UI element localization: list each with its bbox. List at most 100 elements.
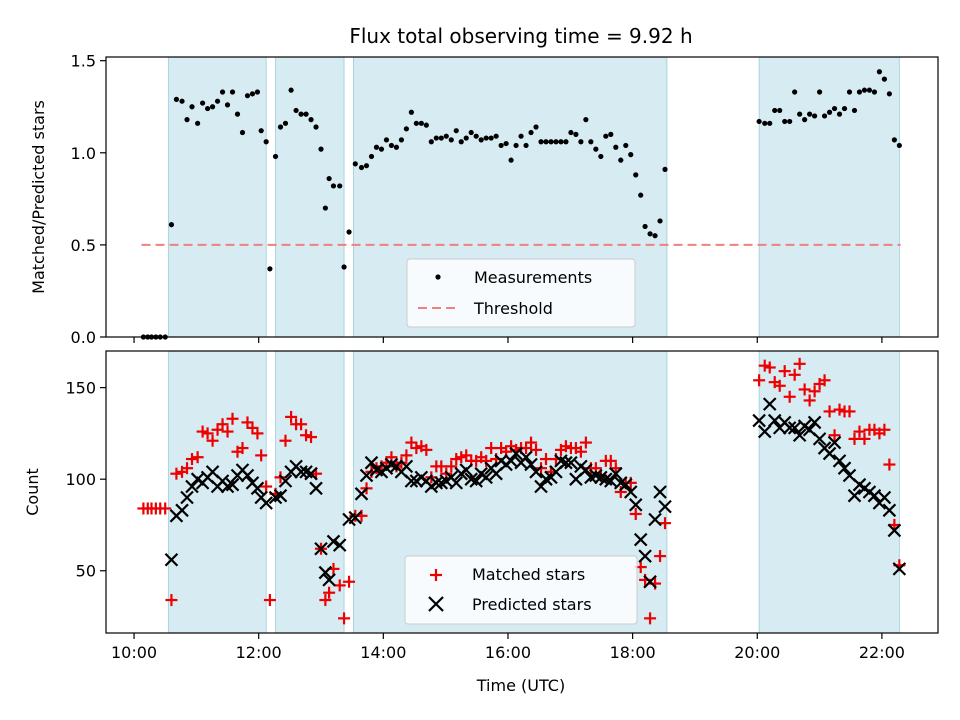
predicted-star-point <box>638 549 652 563</box>
measurement-point <box>352 161 358 167</box>
predicted-star-point <box>623 485 638 499</box>
measurement-point <box>841 105 848 112</box>
measurement-point <box>628 152 634 158</box>
matched-star-point <box>201 427 214 440</box>
x-tick-label: 16:00 <box>485 643 531 662</box>
matched-star-point <box>525 436 538 449</box>
predicted-star-point <box>877 490 892 505</box>
predicted-star-point <box>882 503 897 518</box>
matched-star-point <box>221 425 234 438</box>
top-legend-box <box>406 258 636 328</box>
measurement-point <box>573 131 579 137</box>
y-tick-label: 1.5 <box>71 52 96 71</box>
matched-star-point <box>216 418 229 431</box>
measurement-point <box>528 129 534 136</box>
matched-star-point <box>420 443 433 456</box>
measurement-point <box>642 223 648 230</box>
matched-star-point <box>170 467 183 480</box>
measurement-point <box>886 91 892 97</box>
y-tick-label: 50 <box>76 562 96 581</box>
measurement-point <box>199 100 206 106</box>
matched-star-point <box>191 451 204 464</box>
measurement-point <box>876 69 883 75</box>
predicted-star-point <box>240 468 255 483</box>
measurement-point <box>851 107 858 114</box>
measurement-point <box>195 120 201 126</box>
measurement-point <box>326 175 332 182</box>
top-x-ticks <box>133 337 883 343</box>
predicted-star-point <box>404 474 419 488</box>
predicted-stars-points <box>164 397 907 589</box>
measurement-point <box>856 89 863 95</box>
matched-star-point <box>338 612 351 625</box>
measurement-point <box>468 129 474 136</box>
matched-star-point <box>778 365 791 378</box>
legend-measurements-label: Measurements <box>474 268 592 287</box>
matched-star-point <box>878 423 891 436</box>
matched-star-point <box>783 390 796 403</box>
legend-predicted-marker <box>428 596 444 612</box>
matched-star-point <box>236 442 249 455</box>
matched-star-point <box>159 502 172 515</box>
measurement-point <box>358 164 365 171</box>
predicted-star-point <box>304 466 318 481</box>
predicted-star-point <box>359 468 374 483</box>
predicted-star-point <box>564 455 578 470</box>
matched-star-point <box>333 579 346 592</box>
measurement-point <box>298 111 304 117</box>
matched-star-point <box>480 454 493 467</box>
measurement-point <box>483 135 489 141</box>
predicted-star-point <box>278 474 293 488</box>
predicted-star-point <box>892 562 907 576</box>
predicted-star-point <box>822 446 837 461</box>
measurement-point <box>797 111 803 117</box>
measurement-point <box>214 98 221 104</box>
matched-star-point <box>323 586 336 599</box>
predicted-star-point <box>479 470 493 485</box>
measurement-point <box>568 129 574 136</box>
measurement-point <box>777 107 783 114</box>
measurement-point <box>533 124 539 130</box>
measurement-point <box>239 129 246 136</box>
predicted-star-point <box>792 428 807 443</box>
x-axis-label: Time (UTC) <box>476 676 565 695</box>
predicted-star-point <box>449 476 464 490</box>
measurement-point <box>438 135 444 141</box>
measurement-point <box>393 144 400 150</box>
measurement-point <box>330 183 337 189</box>
matched-star-point <box>574 445 587 458</box>
matched-star-point <box>629 507 642 520</box>
matched-star-point <box>858 432 871 445</box>
predicted-star-point <box>782 421 797 435</box>
measurement-point <box>313 124 319 130</box>
measurement-point <box>249 91 256 97</box>
measurement-point <box>443 133 449 139</box>
measurement-point <box>638 192 644 198</box>
x-tick-label: 20:00 <box>734 643 780 662</box>
measurement-point <box>173 96 180 102</box>
measurement-point <box>881 76 888 82</box>
measurement-point <box>403 126 409 132</box>
legend-matched-label: Matched stars <box>472 565 585 584</box>
predicted-star-point <box>529 465 543 479</box>
matched-star-point <box>530 443 543 456</box>
measurement-point <box>593 146 599 152</box>
bottom-x-ticks: 10:00 12:00 14:00 16:00 18:00 20:00 22:00 <box>111 633 905 662</box>
measurement-point <box>463 135 469 141</box>
measurement-point <box>548 139 554 145</box>
x-tick-label: 18:00 <box>610 643 656 662</box>
measurement-point <box>792 89 798 95</box>
measurement-point <box>303 111 309 117</box>
measurement-point <box>168 222 175 228</box>
predicted-star-point <box>354 487 369 501</box>
predicted-star-point <box>164 552 179 567</box>
bottom-legend-box <box>404 555 638 625</box>
measurement-point <box>861 87 868 93</box>
measurement-point <box>473 133 479 139</box>
measurement-point <box>478 137 484 143</box>
measurement-point <box>277 124 284 130</box>
matched-star-point <box>773 379 786 392</box>
predicted-star-point <box>524 457 538 472</box>
matched-star-point <box>295 418 308 431</box>
